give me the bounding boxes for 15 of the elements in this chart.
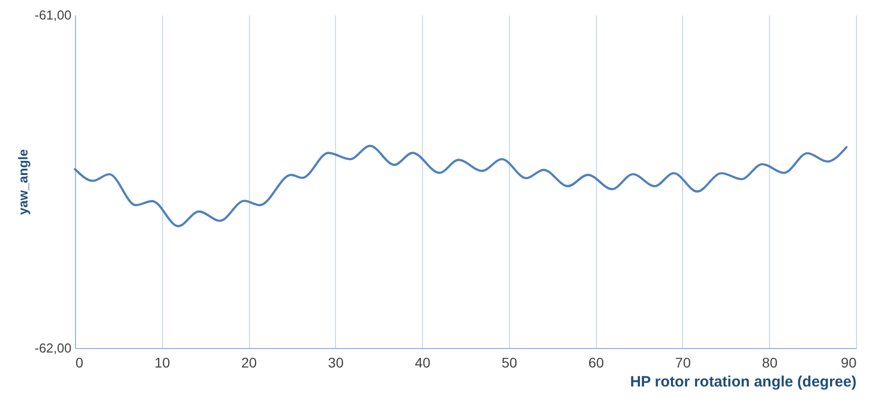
x-tick-label: 50 xyxy=(502,354,518,370)
x-tick-label: 90 xyxy=(840,354,857,370)
y-axis-title: yaw_angle xyxy=(16,149,31,215)
x-tick-label: 60 xyxy=(588,354,604,370)
x-tick-label: 0 xyxy=(76,354,84,370)
x-tick-label: 30 xyxy=(328,354,344,370)
x-tick-label: 40 xyxy=(414,354,431,370)
line-series xyxy=(74,144,848,228)
x-tick-label: 20 xyxy=(241,354,258,370)
y-tick-label: -61,00 xyxy=(34,8,72,22)
x-tick-label: 70 xyxy=(675,354,691,370)
y-tick-label: -62,00 xyxy=(34,340,72,356)
x-axis-title: HP rotor rotation angle (degree) xyxy=(630,374,856,390)
x-tick-label: 80 xyxy=(762,354,778,370)
x-tick-label: 10 xyxy=(154,354,170,370)
